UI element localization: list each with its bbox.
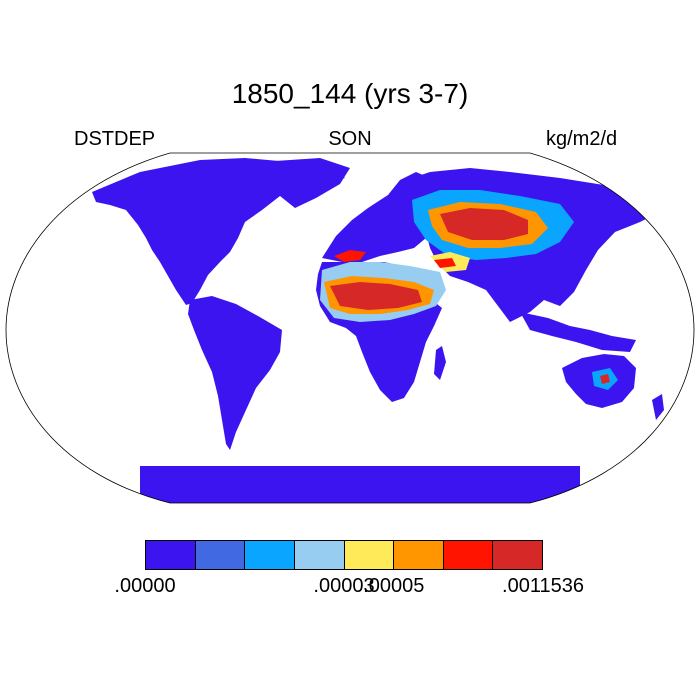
colorbar xyxy=(145,540,543,570)
season-label: SON xyxy=(328,128,372,150)
colorbar-box xyxy=(294,541,345,569)
dust-mediterranean xyxy=(334,250,366,262)
map-border xyxy=(5,152,695,504)
colorbar-box xyxy=(394,541,444,569)
plot-title: 1850_144 (yrs 3-7) xyxy=(231,78,469,109)
land-south-america xyxy=(188,296,282,450)
colorbar-tick-label: .00003 xyxy=(313,575,375,597)
dust-central-asia-core xyxy=(440,208,528,240)
colorbar-box xyxy=(195,541,246,569)
dust-australia-core xyxy=(600,374,610,384)
colorbar-box xyxy=(443,541,494,569)
colorbar-box xyxy=(146,541,196,569)
variable-label: DSTDEP xyxy=(74,128,156,150)
dust-sahara-core xyxy=(330,282,422,310)
land-greenland xyxy=(260,158,350,208)
units-label: kg/m2/d xyxy=(546,128,618,150)
colorbar-box xyxy=(493,541,542,569)
colorbar-tick-label: .00000 xyxy=(114,575,176,597)
land-southeast-asia xyxy=(520,312,636,352)
colorbar-tick-label: .0011536 xyxy=(502,575,584,597)
colorbar-box xyxy=(245,541,295,569)
land-new-zealand xyxy=(652,394,664,420)
dust-middle-east-red xyxy=(434,258,456,268)
colorbar-box xyxy=(344,541,395,569)
colorbar-tick-label: .00005 xyxy=(363,575,425,597)
land-antarctica xyxy=(140,466,580,503)
land-madagascar xyxy=(434,346,446,380)
